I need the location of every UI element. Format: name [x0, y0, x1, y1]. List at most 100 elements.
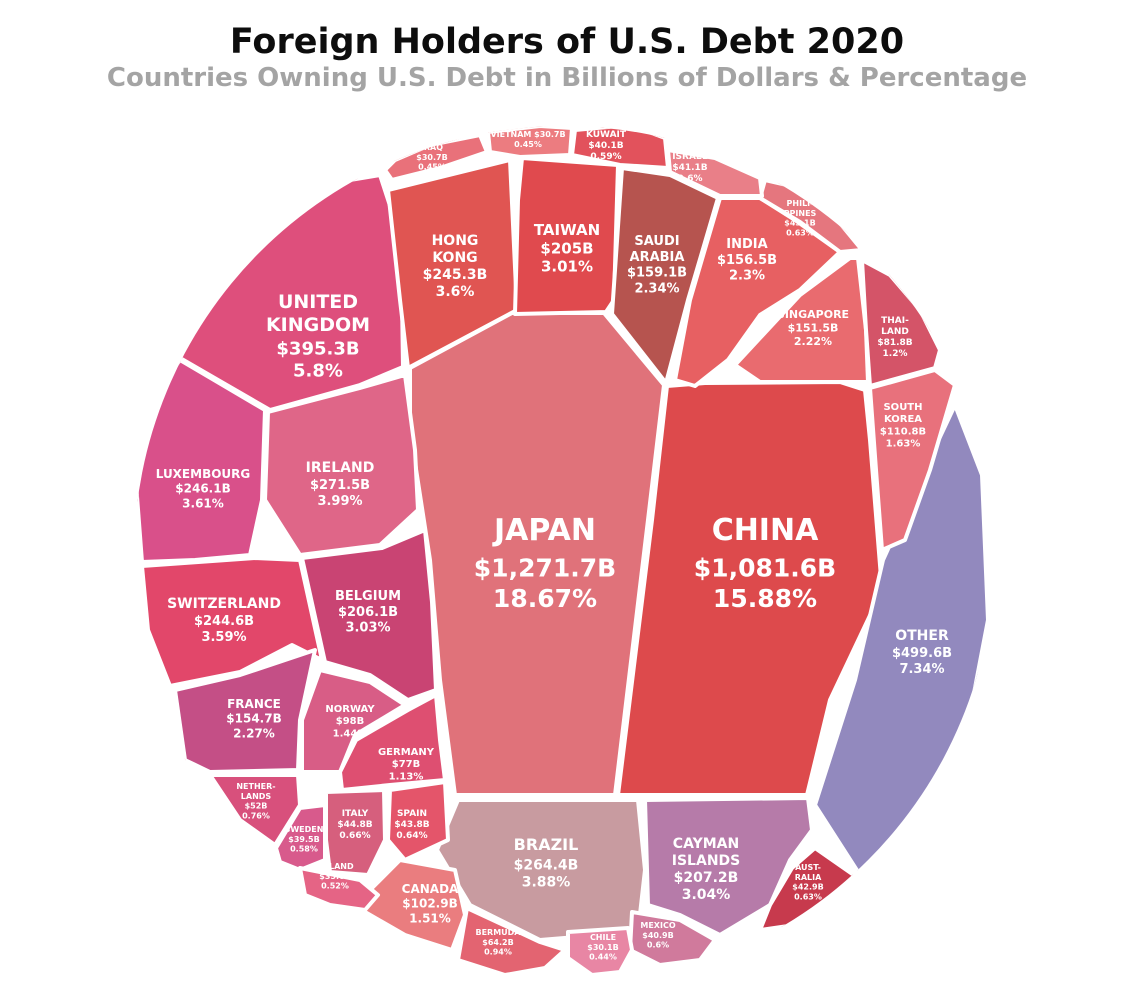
label-value-other: $499.6B: [892, 646, 952, 661]
cell-poland: [298, 866, 380, 912]
cell-france: [173, 648, 317, 774]
label-pct-other: 7.34%: [899, 662, 944, 677]
cell-sweden: [274, 803, 327, 872]
label-pct-south-korea: 1.63%: [886, 439, 921, 450]
label-name-hong-kong-1: HONG: [432, 233, 479, 249]
label-group-bermuda: BERMUDA$64.2B0.94%: [475, 928, 521, 957]
label-value-cayman-islands: $207.2B: [674, 870, 739, 886]
chart-subtitle: Countries Owning U.S. Debt in Billions o…: [106, 63, 1028, 93]
cell-shape-hong-kong: [386, 158, 519, 370]
label-pct-singapore: 2.22%: [794, 335, 832, 348]
cell-belgium: [300, 528, 438, 702]
label-group-thailand: THAI-LAND$81.8B1.2%: [877, 316, 912, 359]
cell-shape-canada: [358, 858, 467, 952]
label-value-philippines: $43.1B: [784, 219, 815, 228]
label-value-south-korea: $110.8B: [880, 426, 926, 437]
cell-shape-germany: [338, 693, 447, 792]
label-group-poland: POLAND$35.6B0.52%: [316, 862, 354, 891]
label-name-hong-kong-2: KONG: [432, 250, 477, 266]
label-value-united-kingdom: $395.3B: [276, 338, 359, 359]
label-pct-belgium: 3.03%: [345, 621, 390, 636]
label-pct-italy: 0.66%: [339, 831, 370, 841]
label-name-thailand-1: THAI-: [881, 316, 909, 326]
label-group-mexico: MEXICO$40.9B0.6%: [640, 921, 675, 950]
label-value-switzerland: $244.6B: [194, 614, 254, 629]
label-group-israel: ISRAEL$41.1B0.6%: [672, 152, 708, 184]
label-group-australia: AUST-RALIA$42.9B0.63%: [792, 863, 823, 901]
label-pct-switzerland: 3.59%: [201, 630, 246, 645]
label-value-bermuda: $64.2B: [482, 938, 513, 947]
label-name-spain: SPAIN: [397, 809, 427, 819]
label-value-thailand: $81.8B: [877, 338, 912, 348]
label-value-germany: $77B: [392, 759, 421, 770]
cell-hong-kong: [386, 158, 519, 370]
label-pct-chile: 0.44%: [589, 953, 617, 962]
label-value-india: $156.5B: [717, 253, 777, 268]
label-group-france: FRANCE$154.7B2.27%: [226, 697, 281, 740]
cell-south-korea: [868, 368, 957, 552]
label-name-belgium: BELGIUM: [335, 589, 401, 604]
label-name-germany: GERMANY: [378, 747, 435, 758]
label-value-japan: $1,271.7B: [474, 554, 616, 583]
label-group-luxembourg: LUXEMBOURG$246.1B3.61%: [156, 467, 251, 510]
label-value-brazil: $264.4B: [514, 858, 579, 874]
label-name-switzerland: SWITZERLAND: [167, 596, 281, 612]
label-pct-iraq: 0.45%: [418, 163, 446, 172]
label-group-italy: ITALY$44.8B0.66%: [337, 809, 372, 841]
label-name-brazil: BRAZIL: [514, 835, 579, 854]
chart-title: Foreign Holders of U.S. Debt 2020: [229, 22, 905, 62]
cell-shape-poland: [298, 866, 380, 912]
label-group-brazil: BRAZIL $264.4B3.88%: [514, 835, 579, 891]
label-pct-germany: 1.13%: [389, 771, 424, 782]
label-pct-ireland: 3.99%: [317, 494, 362, 509]
label-name-south-korea-1: SOUTH: [883, 402, 922, 413]
label-pct-united-kingdom: 5.8%: [293, 360, 343, 381]
label-name-philippines-1: PHILI-: [787, 199, 814, 208]
cell-shape-france: [173, 648, 317, 774]
cell-shape-israel: [666, 148, 764, 198]
label-name-south-korea-2: KOREA: [884, 414, 922, 425]
label-name-luxembourg: LUXEMBOURG: [156, 467, 251, 481]
label-group-other: OTHER $499.6B7.34%: [892, 628, 952, 677]
cell-shape-chile: [566, 926, 634, 977]
label-value-taiwan: $205B: [540, 239, 593, 257]
label-value-luxembourg: $246.1B: [175, 482, 230, 496]
cell-vietnam: [486, 126, 574, 159]
label-pct-vietnam: 0.45%: [514, 140, 542, 149]
label-group-india: INDIA$156.5B2.3%: [717, 237, 777, 284]
label-value-poland: $35.6B: [319, 872, 350, 881]
label-pct-poland: 0.52%: [321, 882, 349, 891]
label-pct-bermuda: 0.94%: [484, 948, 512, 957]
label-pct-india: 2.3%: [729, 269, 765, 284]
label-group-chile: CHILE$30.1B0.44%: [587, 933, 618, 962]
label-pct-kuwait: 0.59%: [590, 152, 621, 162]
cell-chile: [566, 926, 634, 977]
label-name-united-kingdom-1: UNITED: [278, 291, 358, 313]
label-value-saudi-arabia: $159.1B: [627, 266, 687, 281]
label-group-kuwait: KUWAIT$40.1B0.59%: [586, 130, 627, 162]
label-pct-australia: 0.63%: [794, 892, 822, 901]
cell-shape-switzerland: [140, 556, 324, 688]
label-pct-taiwan: 3.01%: [541, 258, 593, 276]
label-name-vietnam: VIETNAM $30.7B: [490, 130, 565, 139]
label-name-iraq: IRAQ: [421, 143, 443, 152]
label-group-vietnam: VIETNAM $30.7B0.45%: [490, 130, 565, 149]
cell-shape-vietnam: [486, 126, 574, 159]
label-pct-china: 15.88%: [713, 584, 817, 613]
cell-shape-ireland: [263, 373, 420, 557]
label-name-chile: CHILE: [590, 933, 616, 942]
label-name-kuwait: KUWAIT: [586, 130, 627, 140]
label-name-netherlands-1: NETHER-: [236, 782, 275, 791]
label-group-belgium: BELGIUM$206.1B3.03%: [335, 589, 401, 636]
cell-bermuda: [456, 906, 567, 977]
label-pct-cayman-islands: 3.04%: [682, 887, 731, 903]
label-value-spain: $43.8B: [394, 820, 429, 830]
label-group-switzerland: SWITZERLAND $244.6B3.59%: [167, 596, 281, 645]
label-name-canada: CANADA: [402, 882, 459, 896]
